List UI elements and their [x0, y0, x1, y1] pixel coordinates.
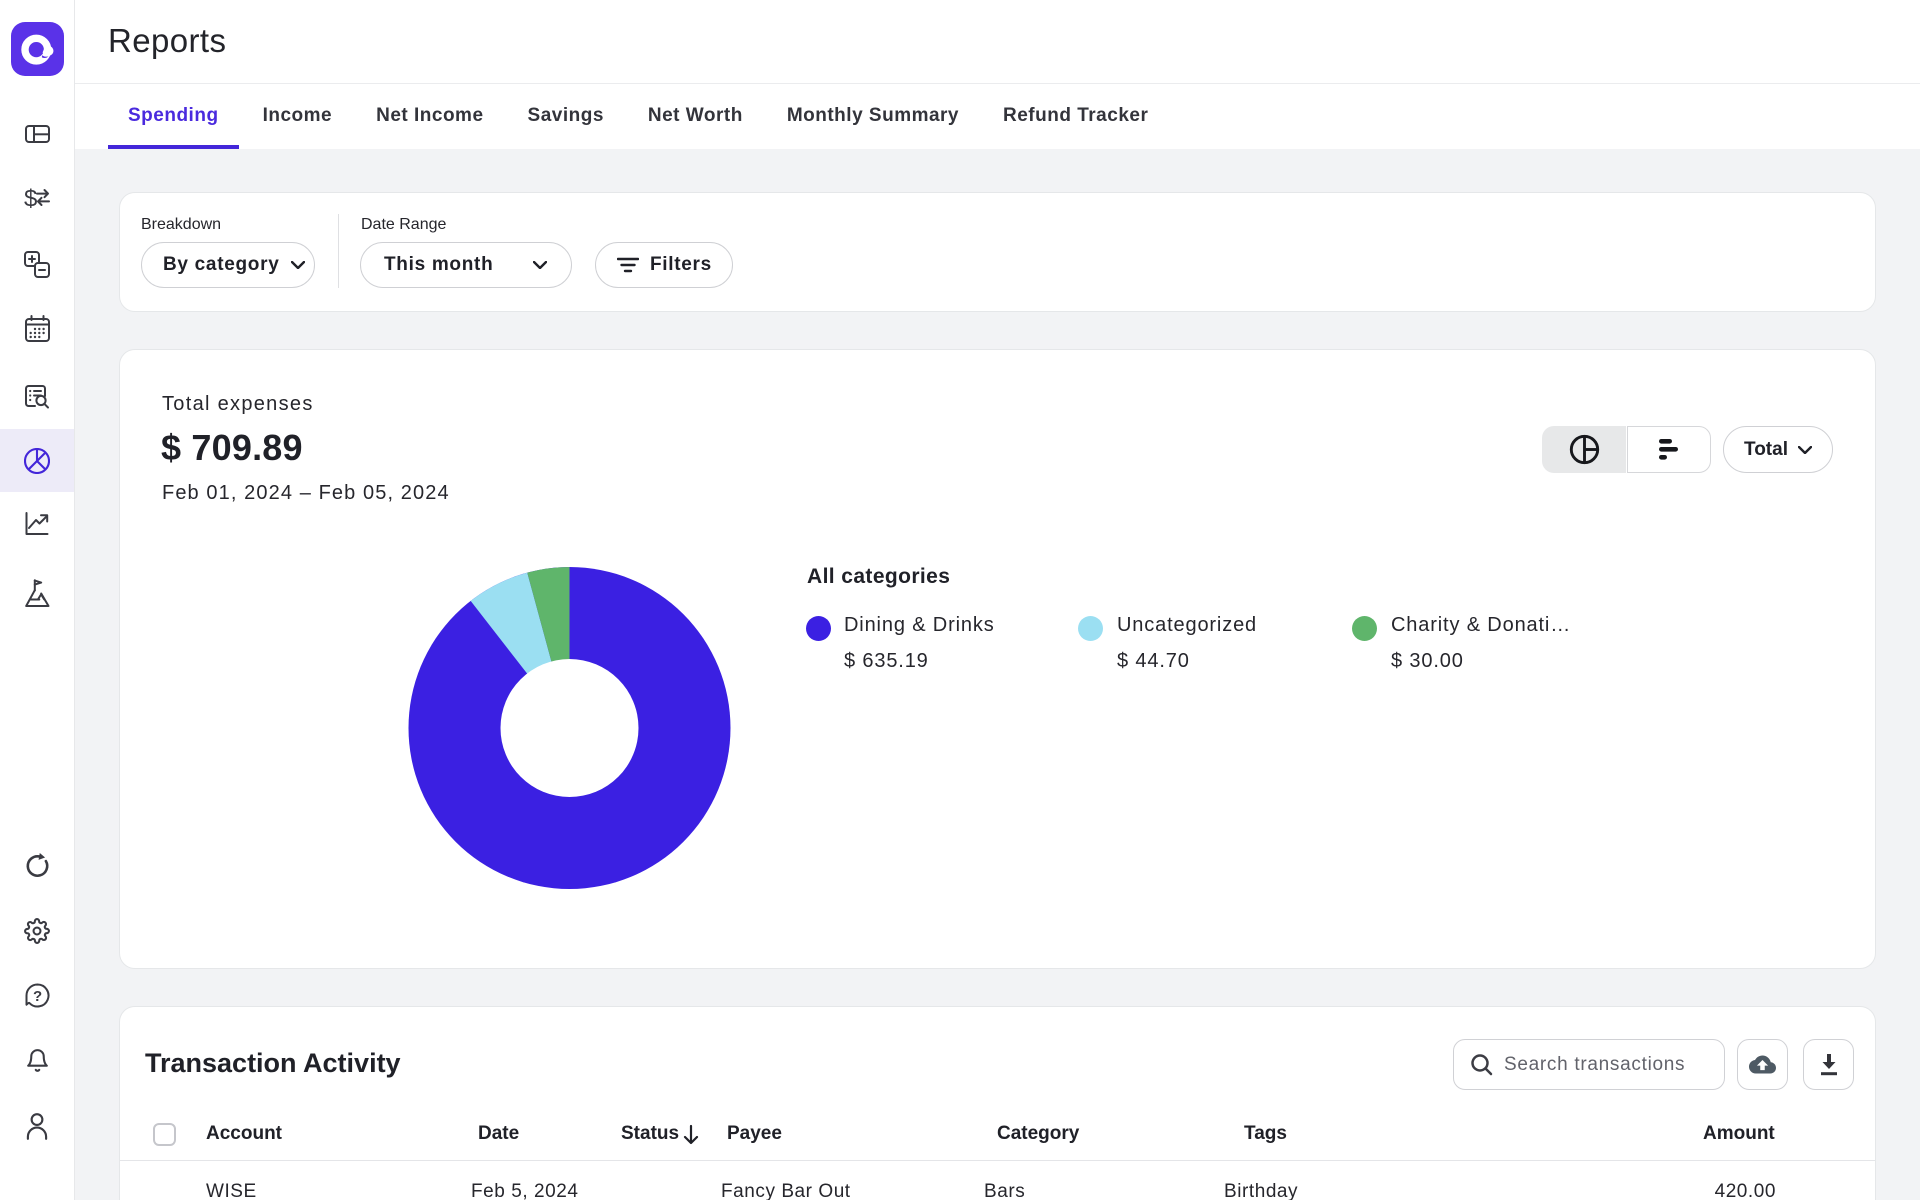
svg-text:$: $ [24, 186, 37, 213]
svg-text:?: ? [33, 988, 42, 1005]
